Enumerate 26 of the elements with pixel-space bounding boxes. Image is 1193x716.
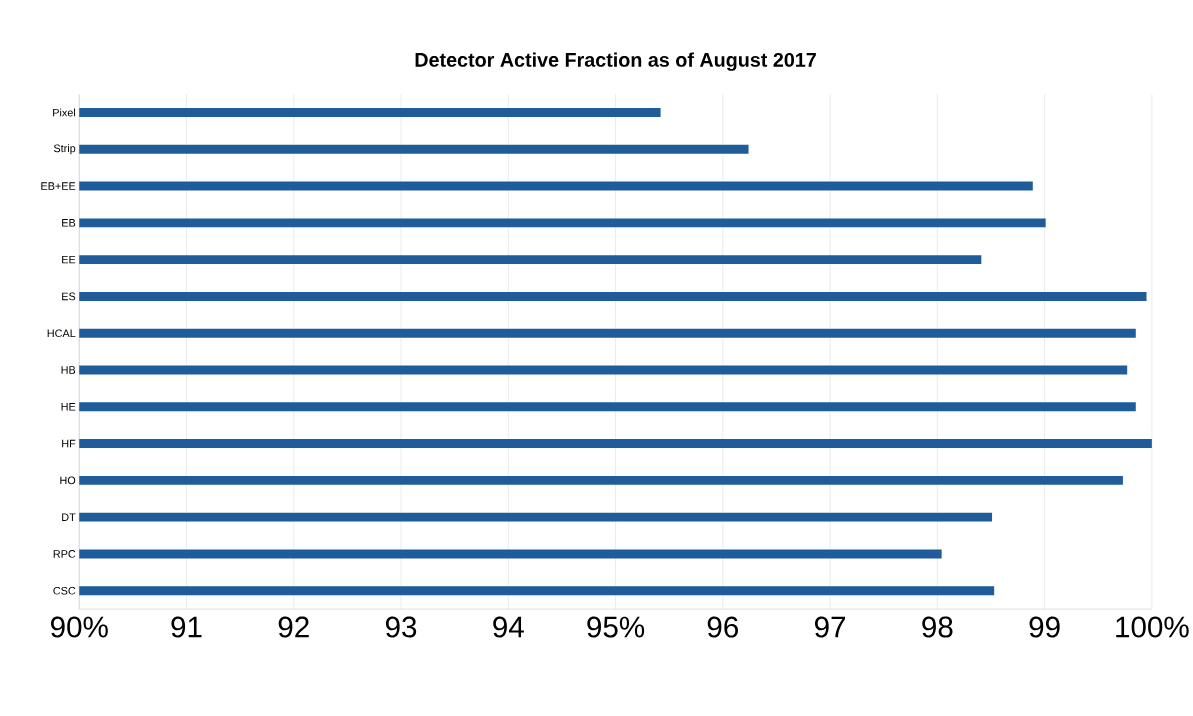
x-tick-label: 93	[385, 616, 417, 638]
x-tick-label: 100%	[1116, 616, 1189, 638]
chart-title: Detector Active Fraction as of August 2017	[415, 52, 816, 71]
y-tick-label: HO	[60, 476, 76, 485]
y-tick-label: EE	[62, 255, 76, 264]
x-tick-label: 92	[278, 616, 309, 638]
x-tick-label: 98	[922, 616, 953, 638]
x-tick-label: 94	[493, 616, 524, 638]
y-tick-label: Pixel	[53, 108, 76, 117]
y-tick-label: HE	[61, 403, 76, 411]
y-tick-label: EB	[62, 219, 76, 227]
y-tick-label: HCAL	[47, 329, 76, 338]
y-tick-label: Strip	[53, 144, 76, 155]
y-tick-label: CSC	[53, 586, 76, 595]
x-tick-label: 96	[707, 616, 738, 638]
y-tick-label: EB+EE	[41, 182, 76, 190]
x-tick-label: 91	[171, 616, 202, 638]
x-tick-label: 95%	[587, 616, 645, 638]
y-tick-label: DT	[62, 513, 76, 521]
x-tick-label: 97	[815, 616, 846, 638]
y-tick-label: RPC	[53, 550, 76, 558]
y-tick-label: HF	[62, 439, 76, 448]
y-tick-label: ES	[62, 292, 76, 301]
y-tick-label: HB	[61, 366, 76, 374]
x-tick-label: 90%	[51, 616, 108, 638]
x-tick-label: 99	[1029, 616, 1060, 638]
